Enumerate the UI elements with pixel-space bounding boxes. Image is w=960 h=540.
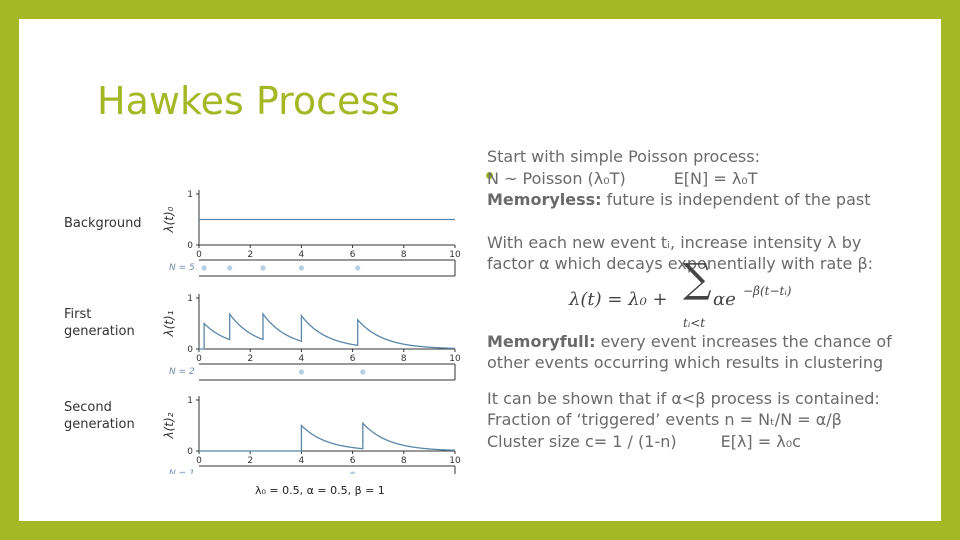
text-line-6: Memoryfull: every event increases the ch… [487,331,892,351]
label-background: Background [64,216,142,231]
x-tick-label-1-8: 8 [401,354,407,364]
x-tick-label-2-2: 2 [247,456,253,466]
x-tick-label-0-6: 6 [350,250,356,260]
x-tick-label-0-10: 10 [449,250,461,260]
event-point-0-3 [298,265,304,271]
x-tick-label-0-0: 0 [196,250,202,260]
y-axis-label-0: λ(t)₀ [162,206,176,233]
x-tick-label-1-4: 4 [299,354,305,364]
formula-lhs: λ(t) = λ₀ + [569,288,668,310]
event-count-label-2: N = 1 [169,469,195,474]
intensity-line-2 [199,421,456,452]
x-tick-label-0-2: 2 [247,250,253,260]
formula-sigma: ∑ [683,255,712,302]
event-point-1-1 [360,369,366,375]
event-count-label-0: N = 5 [169,263,195,273]
x-tick-label-0-8: 8 [401,250,407,260]
y-axis-label-2: λ(t)₂ [162,412,176,439]
text-line-8: It can be shown that if α<β process is c… [487,388,880,408]
x-tick-label-1-0: 0 [196,354,202,364]
text-line-4: With each new event tᵢ, increase intensi… [487,232,862,252]
y-tick-label-2-0: 0 [187,447,193,457]
event-count-label-1: N = 2 [169,367,195,377]
text-line-7: other events occurring which results in … [487,353,884,372]
page-title: Hawkes Process [97,79,400,123]
formula-exponent: −β(t−tᵢ) [743,283,792,298]
event-point-0-1 [227,265,233,271]
y-tick-label-1-0: 0 [187,345,193,355]
y-tick-label-0-0: 0 [187,241,193,251]
formula-term: αe [713,288,736,310]
y-tick-label-1-1: 1 [187,294,193,304]
x-tick-label-1-6: 6 [350,354,356,364]
slide: Hawkes Process Background First generati… [19,19,941,521]
text-line-2: N ~ Poisson (λ₀T) E[N] = λ₀T [487,168,758,188]
x-tick-label-2-8: 8 [401,456,407,466]
x-tick-label-2-6: 6 [350,456,356,466]
bullet-icon [486,172,493,179]
event-point-2-0 [350,471,356,474]
label-first-generation: First generation [64,307,135,339]
event-point-0-4 [355,265,361,271]
x-tick-label-1-10: 10 [449,354,461,364]
intensity-line-1 [199,311,456,350]
text-line-5: factor α which decays exponentially with… [487,254,874,273]
text-line-9: Fraction of ‘triggered’ events n = Nₜ/N … [487,410,842,429]
parameters-caption: λ₀ = 0.5, α = 0.5, β = 1 [255,484,385,497]
y-tick-label-2-1: 1 [187,396,193,406]
label-second-generation: Second generation [64,400,135,432]
y-axis-label-1: λ(t)₁ [162,310,176,337]
y-tick-label-0-1: 1 [187,190,193,200]
text-line-10: Cluster size c= 1 / (1-n) E[λ] = λ₀c [487,431,801,451]
formula-subscript: tᵢ<t [683,315,706,330]
explanation-text: Start with simple Poisson process: N ~ P… [487,146,907,452]
intensity-formula: λ(t) = λ₀ + ∑ αe −β(t−tᵢ) tᵢ<t [487,259,907,331]
text-line-1: Start with simple Poisson process: [487,147,760,166]
event-point-1-0 [298,369,304,375]
text-line-3: Memoryless: future is independent of the… [487,190,871,209]
x-tick-label-2-4: 4 [299,456,305,466]
x-tick-label-1-2: 2 [247,354,253,364]
x-tick-label-2-0: 0 [196,456,202,466]
event-point-0-2 [260,265,266,271]
x-tick-label-2-10: 10 [449,456,461,466]
x-tick-label-0-4: 4 [299,250,305,260]
event-point-0-0 [201,265,207,271]
